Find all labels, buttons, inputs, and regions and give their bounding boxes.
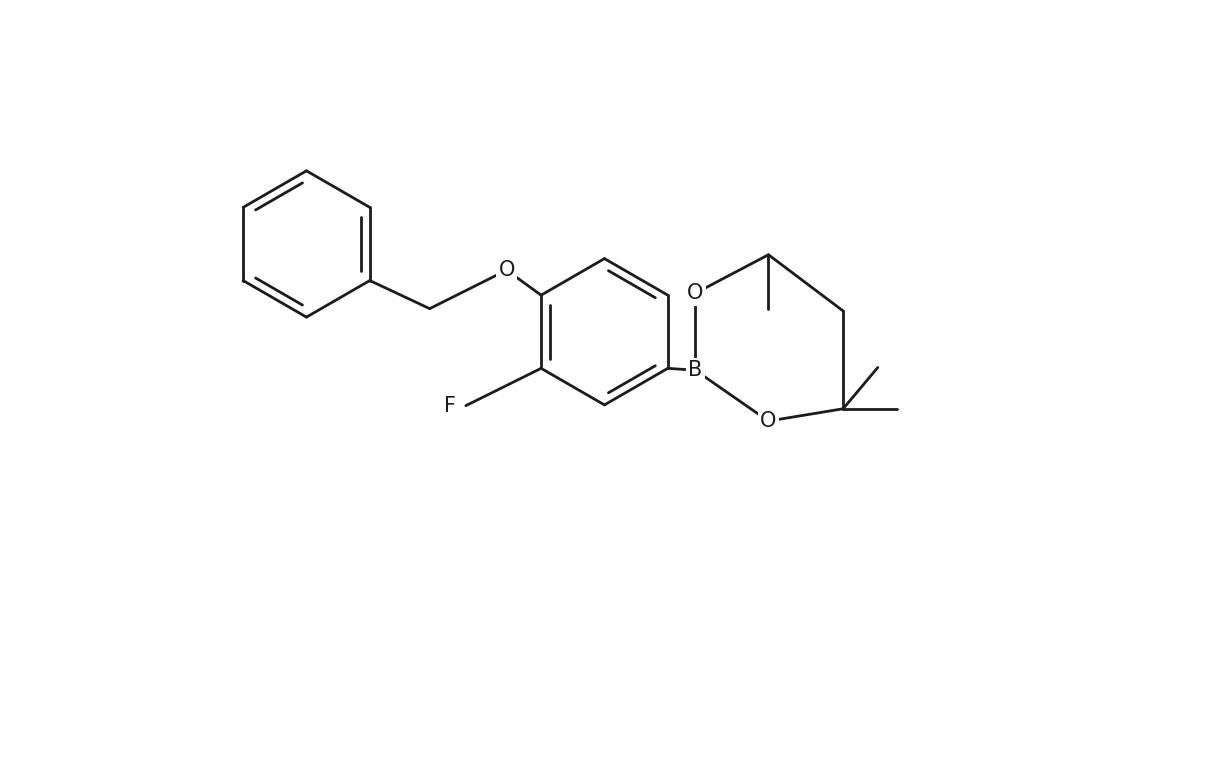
Text: O: O [499,260,515,280]
Text: B: B [688,360,702,380]
Text: F: F [445,396,456,416]
Text: O: O [687,283,704,303]
Text: O: O [760,411,776,431]
